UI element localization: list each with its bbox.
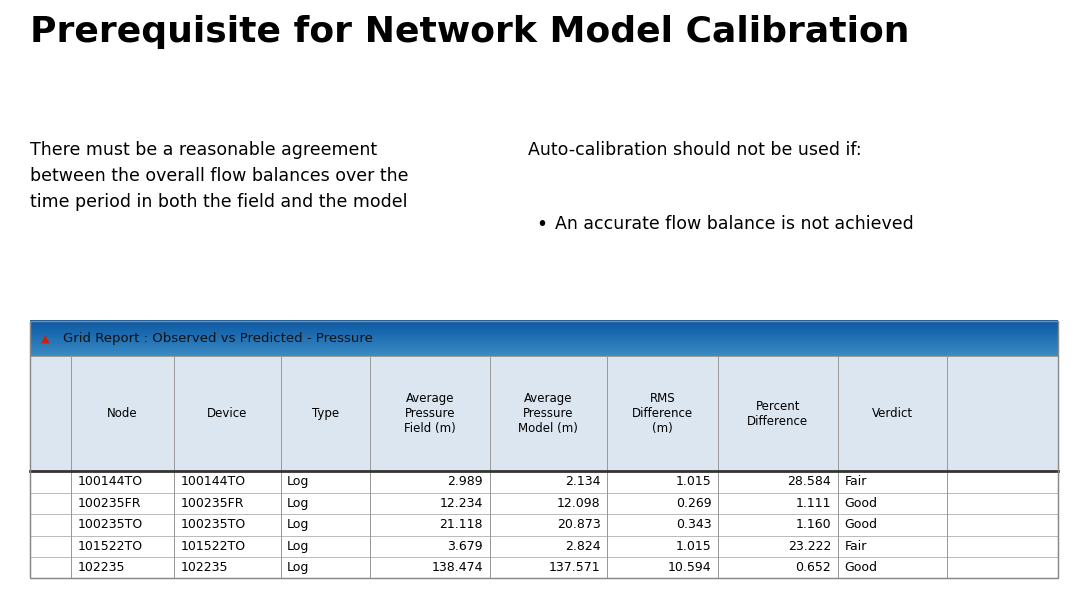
- Text: Log: Log: [287, 518, 310, 531]
- Text: Grid Report : Observed vs Predicted - Pressure: Grid Report : Observed vs Predicted - Pr…: [63, 332, 373, 345]
- Text: 2.134: 2.134: [565, 475, 601, 488]
- Text: 23.222: 23.222: [788, 540, 831, 552]
- Text: 0.343: 0.343: [676, 518, 712, 531]
- Text: 3.679: 3.679: [447, 540, 483, 552]
- Text: An accurate flow balance is not achieved: An accurate flow balance is not achieved: [555, 215, 914, 233]
- Text: Verdict: Verdict: [871, 407, 913, 421]
- Text: 101522TO: 101522TO: [77, 540, 143, 552]
- Text: ▲: ▲: [41, 334, 50, 343]
- FancyBboxPatch shape: [30, 356, 1058, 471]
- Text: 100235FR: 100235FR: [181, 497, 244, 510]
- Text: 10.594: 10.594: [668, 561, 712, 574]
- Text: Log: Log: [287, 497, 310, 510]
- Text: Node: Node: [107, 407, 138, 421]
- Text: Type: Type: [312, 407, 338, 421]
- Text: Log: Log: [287, 540, 310, 552]
- Text: Average
Pressure
Model (m): Average Pressure Model (m): [518, 392, 579, 435]
- Text: Auto-calibration should not be used if:: Auto-calibration should not be used if:: [528, 141, 862, 160]
- Text: There must be a reasonable agreement
between the overall flow balances over the
: There must be a reasonable agreement bet…: [30, 141, 409, 211]
- Text: 100144TO: 100144TO: [181, 475, 246, 488]
- Text: 1.015: 1.015: [676, 475, 712, 488]
- Text: 1.160: 1.160: [795, 518, 831, 531]
- Text: Good: Good: [844, 561, 877, 574]
- Text: Fair: Fair: [844, 540, 867, 552]
- Text: 137.571: 137.571: [549, 561, 601, 574]
- Text: 2.989: 2.989: [447, 475, 483, 488]
- Text: 0.269: 0.269: [676, 497, 712, 510]
- Text: Fair: Fair: [844, 475, 867, 488]
- Text: 0.652: 0.652: [795, 561, 831, 574]
- Text: RMS
Difference
(m): RMS Difference (m): [632, 392, 693, 435]
- Text: Log: Log: [287, 475, 310, 488]
- Text: 100235TO: 100235TO: [181, 518, 246, 531]
- Text: 100235TO: 100235TO: [77, 518, 143, 531]
- Text: Device: Device: [207, 407, 248, 421]
- Text: 100144TO: 100144TO: [77, 475, 143, 488]
- Text: 138.474: 138.474: [432, 561, 483, 574]
- Text: 12.234: 12.234: [440, 497, 483, 510]
- Text: 102235: 102235: [77, 561, 125, 574]
- Text: 2.824: 2.824: [565, 540, 601, 552]
- Text: 28.584: 28.584: [788, 475, 831, 488]
- Text: 100235FR: 100235FR: [77, 497, 140, 510]
- Text: 102235: 102235: [181, 561, 228, 574]
- FancyBboxPatch shape: [30, 356, 1058, 578]
- Text: •: •: [536, 215, 547, 234]
- Text: 20.873: 20.873: [557, 518, 601, 531]
- Text: Percent
Difference: Percent Difference: [747, 400, 808, 428]
- Text: 1.111: 1.111: [795, 497, 831, 510]
- Text: Log: Log: [287, 561, 310, 574]
- Text: Good: Good: [844, 497, 877, 510]
- Text: Average
Pressure
Field (m): Average Pressure Field (m): [404, 392, 456, 435]
- Text: 101522TO: 101522TO: [181, 540, 246, 552]
- Text: 21.118: 21.118: [440, 518, 483, 531]
- Text: 1.015: 1.015: [676, 540, 712, 552]
- Text: 12.098: 12.098: [557, 497, 601, 510]
- Text: Prerequisite for Network Model Calibration: Prerequisite for Network Model Calibrati…: [30, 15, 910, 49]
- Text: Good: Good: [844, 518, 877, 531]
